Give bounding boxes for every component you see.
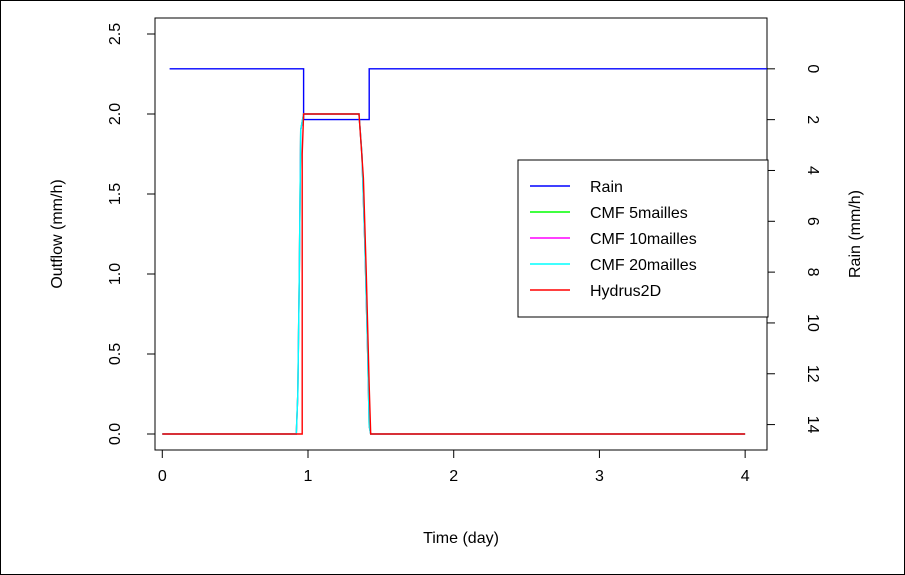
y-tick-label: 2.0	[107, 103, 124, 125]
y2-tick-label: 2	[804, 115, 821, 124]
y2-tick-label: 4	[804, 166, 821, 175]
x-tick-label: 1	[304, 468, 313, 485]
y2-tick-label: 8	[804, 268, 821, 277]
y2-tick-label: 6	[804, 217, 821, 226]
series-line-rain	[169, 68, 767, 121]
x-tick-label: 0	[158, 468, 167, 485]
y2-axis-label: Rain (mm/h)	[847, 190, 864, 278]
legend-label-rain: Rain	[590, 179, 623, 196]
legend: Rain CMF 5mailles CMF 10mailles CMF 20maill…	[517, 159, 769, 318]
x-tick-label: 4	[741, 468, 750, 485]
y-tick-label: 0.0	[107, 423, 124, 445]
y-tick-label: 0.5	[107, 343, 124, 365]
legend-label-hydrus2d: Hydrus2D	[590, 283, 661, 300]
legend-label-cmf-5mailles: CMF 5mailles	[590, 205, 688, 222]
y2-tick-label: 0	[804, 64, 821, 73]
y2-tick-label: 10	[804, 314, 821, 332]
y-axis-label: Outflow (mm/h)	[49, 179, 66, 288]
y-tick-label: 2.5	[107, 23, 124, 45]
y2-tick-label: 12	[804, 365, 821, 383]
legend-label-cmf-20mailles: CMF 20mailles	[590, 257, 697, 274]
x-tick-label: 3	[595, 468, 604, 485]
x-tick-label: 2	[449, 468, 458, 485]
y-tick-label: 1.5	[107, 183, 124, 205]
series-line-hydrus2d	[162, 113, 746, 435]
y-tick-label: 1.0	[107, 263, 124, 285]
x-axis-label: Time (day)	[423, 530, 499, 547]
y2-tick-label: 14	[804, 416, 821, 434]
legend-label-cmf-10mailles: CMF 10mailles	[590, 231, 697, 248]
